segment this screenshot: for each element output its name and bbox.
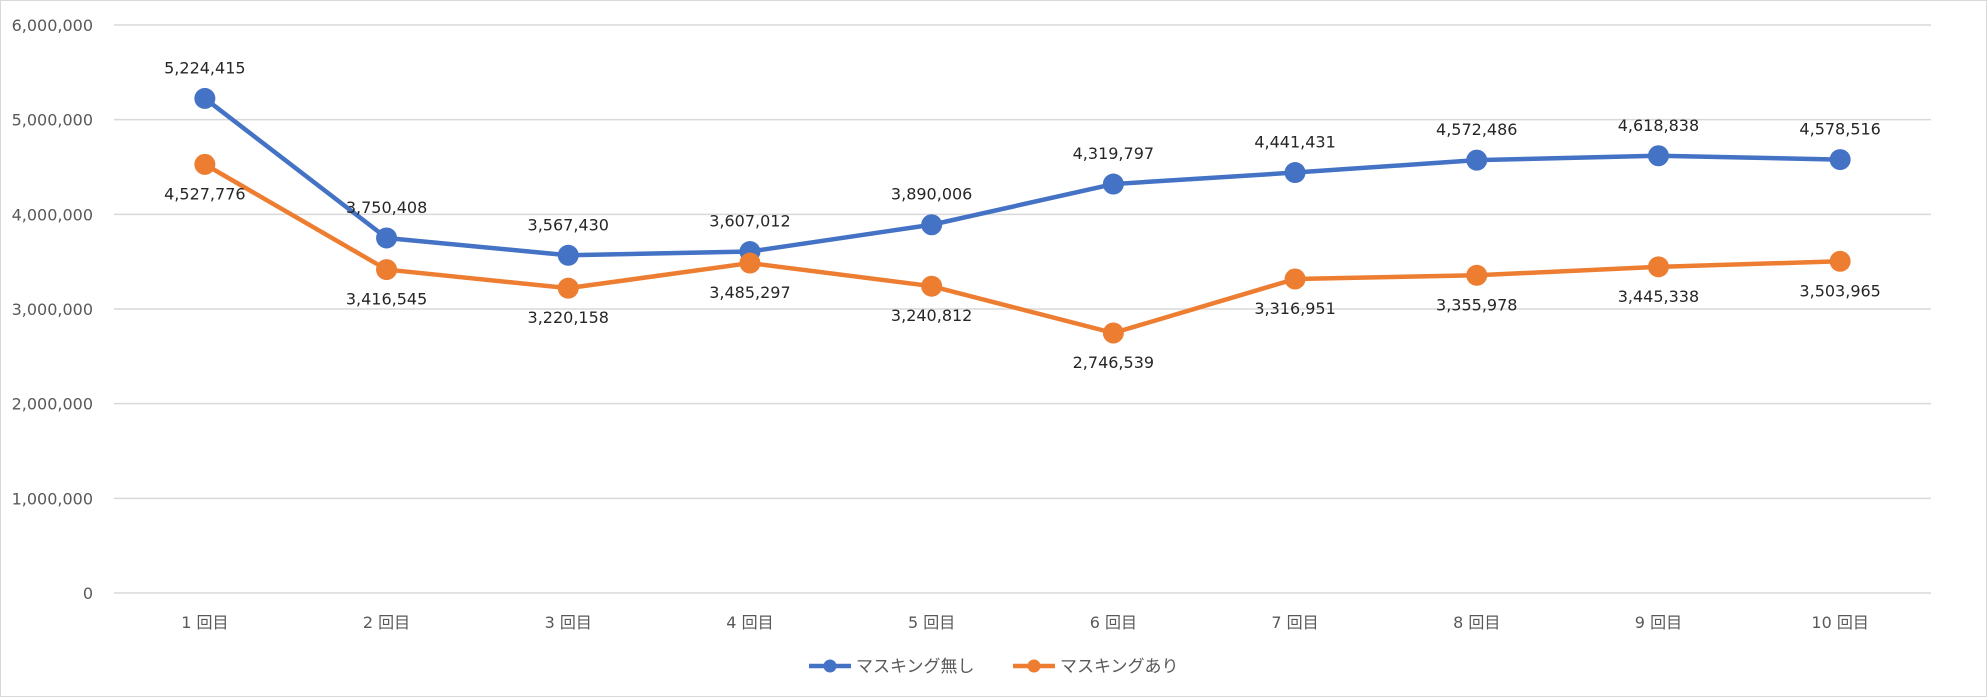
- data-label-series-2: 2,746,539: [1073, 353, 1154, 372]
- legend-swatch-marker: [823, 659, 837, 673]
- data-label-series-2: 3,240,812: [891, 306, 972, 325]
- data-point-series-1: [1102, 173, 1124, 195]
- x-tick-label: 3 回目: [545, 613, 592, 632]
- data-point-series-1: [194, 87, 216, 109]
- data-label-series-1: 4,578,516: [1799, 120, 1880, 139]
- x-tick-label: 5 回目: [908, 613, 955, 632]
- x-tick-label: 7 回目: [1271, 613, 1318, 632]
- data-label-series-2: 3,316,951: [1254, 299, 1335, 318]
- data-label-series-1: 4,441,431: [1254, 133, 1335, 152]
- legend: マスキング無し マスキングあり: [809, 657, 1179, 677]
- data-point-series-1: [1647, 145, 1669, 167]
- y-axis-tick-labels: 0 1,000,000 2,000,000 3,000,000 4,000,000 5,0…: [12, 16, 93, 603]
- x-tick-label: 2 回目: [363, 613, 410, 632]
- data-label-series-2: 3,503,965: [1799, 281, 1880, 300]
- data-label-series-1: 4,618,838: [1618, 116, 1699, 135]
- data-label-series-2: 3,445,338: [1618, 287, 1699, 306]
- data-point-series-2: [1466, 264, 1488, 286]
- data-point-series-2: [1284, 268, 1306, 290]
- series-line-1: [202, 96, 1843, 258]
- data-label-series-2: 4,527,776: [164, 184, 245, 203]
- legend-label: マスキングあり: [1060, 657, 1179, 677]
- y-tick-label: 6,000,000: [12, 16, 93, 35]
- x-tick-label: 8 回目: [1453, 613, 1500, 632]
- y-tick-label: 0: [83, 584, 93, 603]
- y-tick-label: 4,000,000: [12, 205, 93, 224]
- data-point-series-2: [1647, 256, 1669, 278]
- data-point-series-2: [921, 275, 943, 297]
- data-point-series-2: [557, 277, 579, 299]
- data-point-series-2: [376, 259, 398, 281]
- y-tick-label: 3,000,000: [12, 300, 93, 319]
- data-point-series-1: [921, 214, 943, 236]
- data-label-series-2: 3,355,978: [1436, 295, 1517, 314]
- y-tick-label: 1,000,000: [12, 489, 93, 508]
- legend-label: マスキング無し: [856, 657, 975, 677]
- data-label-series-1: 3,607,012: [709, 212, 790, 231]
- x-tick-label: 10 回目: [1811, 613, 1868, 632]
- data-labels: 5,224,415 4,527,776 3,750,408 3,416,545 3,56…: [164, 58, 1881, 372]
- data-label-series-2: 3,485,297: [709, 283, 790, 302]
- x-tick-label: 4 回目: [726, 613, 773, 632]
- data-label-series-1: 5,224,415: [164, 58, 245, 77]
- data-point-series-2: [194, 153, 216, 175]
- x-tick-label: 9 回目: [1635, 613, 1682, 632]
- series-line-2: [202, 162, 1843, 336]
- data-point-series-1: [1829, 149, 1851, 171]
- x-tick-label: 6 回目: [1090, 613, 1137, 632]
- data-label-series-2: 3,220,158: [528, 308, 609, 327]
- data-point-series-1: [376, 227, 398, 249]
- data-label-series-1: 4,319,797: [1073, 144, 1154, 163]
- data-point-series-2: [1102, 322, 1124, 344]
- data-label-series-1: 4,572,486: [1436, 120, 1517, 139]
- data-point-series-2: [1829, 250, 1851, 272]
- data-label-series-1: 3,890,006: [891, 185, 972, 204]
- y-tick-label: 2,000,000: [12, 395, 93, 414]
- data-label-series-1: 3,750,408: [346, 198, 427, 217]
- y-tick-label: 5,000,000: [12, 111, 93, 130]
- data-label-series-1: 3,567,430: [528, 215, 609, 234]
- x-tick-label: 1 回目: [181, 613, 228, 632]
- data-point-series-1: [1284, 162, 1306, 184]
- series-layer: [194, 87, 1851, 344]
- data-point-series-1: [557, 244, 579, 266]
- x-axis-tick-labels: 1 回目 2 回目 3 回目 4 回目 5 回目 6 回目 7 回目 8 回目 9 回目 10 回…: [181, 613, 1869, 632]
- data-label-series-2: 3,416,545: [346, 290, 427, 309]
- legend-swatch-marker: [1027, 659, 1041, 673]
- data-point-series-2: [739, 252, 761, 274]
- gridlines: [114, 24, 1931, 594]
- data-point-series-1: [1466, 149, 1488, 171]
